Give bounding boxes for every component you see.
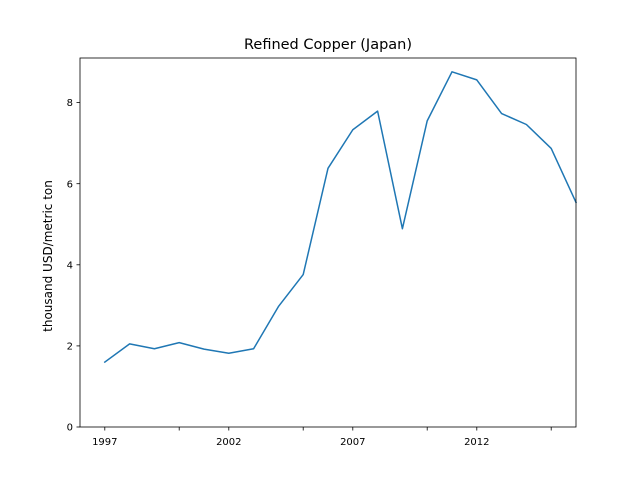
x-tick-label-2007: 2007 (340, 437, 365, 448)
y-tick-label-2: 2 (67, 342, 73, 353)
x-tick-label-1997: 1997 (92, 437, 117, 448)
x-tick-label-2002: 2002 (216, 437, 241, 448)
series-line-0 (103, 71, 577, 364)
y-tick-label-0: 0 (67, 423, 73, 434)
x-tick-label-2012: 2012 (464, 437, 489, 448)
y-axis-label: thousand USD/metric ton (41, 180, 55, 332)
axes-frame (79, 57, 577, 428)
y-tick-label-4: 4 (67, 260, 73, 271)
plot-area: 1997 2002 2007 2012 0 2 4 6 8 (67, 57, 577, 448)
y-tick-label-8: 8 (67, 98, 73, 109)
y-tick-label-6: 6 (67, 179, 73, 190)
chart-title: Refined Copper (Japan) (244, 37, 412, 53)
